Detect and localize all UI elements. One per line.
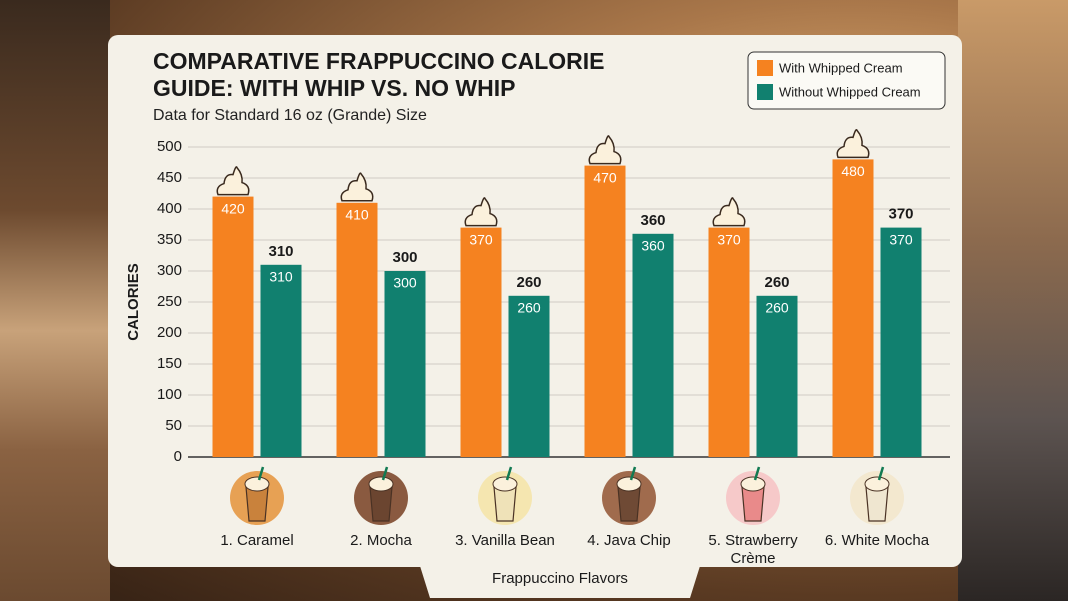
bar [584,165,626,457]
whipped-cream-icon [216,166,250,196]
drink-straw [381,466,389,481]
background-right [958,0,1068,601]
bar-top-label: 360 [640,212,665,229]
whipped-cream-icon [340,172,374,202]
bar [708,227,750,457]
bar-value-label: 480 [841,163,865,179]
bar [384,271,426,457]
x-tick-label: 3. Vanilla Bean [455,532,555,549]
y-tick-label: 300 [157,262,182,279]
drink-cup [741,486,765,522]
background-left [0,0,110,601]
bar-value-label: 260 [517,300,541,316]
y-tick-label: 50 [165,417,182,434]
y-tick-label: 350 [157,231,182,248]
cream-shape [836,128,870,159]
chart-subtitle: Data for Standard 16 oz (Grande) Size [153,107,427,124]
legend [747,51,946,110]
bar [336,202,378,457]
bar-value-label: 300 [393,275,417,291]
bar-value-label: 420 [221,200,245,216]
bar-value-label: 260 [765,300,789,316]
y-tick-label: 500 [157,138,182,155]
y-tick-label: 450 [157,169,182,186]
x-axis-label: Frappuccino Flavors [492,570,628,587]
bar-value-label: 470 [593,169,617,185]
bar [756,295,798,457]
cream-shape [712,197,746,227]
chart-title: COMPARATIVE FRAPPUCCINO CALORIE GUIDE: WI… [153,48,605,101]
legend-swatch [757,60,773,76]
bar-top-label: 370 [888,206,913,223]
drink-cup [493,486,517,522]
cream-shape [588,135,622,165]
y-tick-label: 200 [157,324,182,341]
whipped-cream-icon [836,128,870,159]
drink-cup [245,486,269,522]
drink-cup [369,486,393,522]
bar-value-label: 310 [269,269,293,285]
drink-cream [492,476,518,492]
cream-shape [340,172,374,202]
whipped-cream-icon [588,135,622,165]
bar [508,295,550,457]
whipped-cream-icon [712,197,746,227]
card-tab [420,566,700,598]
y-tick-label: 150 [157,355,182,372]
bar [880,227,922,457]
drink-cream [740,476,766,492]
bar-value-label: 360 [641,238,665,254]
y-tick-label: 400 [157,200,182,217]
x-tick-label: 4. Java Chip [587,532,671,549]
drink-cream [616,476,642,492]
bar [212,196,254,457]
x-tick-label: 1. Caramel [220,532,294,549]
y-axis-label: CALORIES [125,263,142,341]
y-tick-label: 250 [157,293,182,310]
drink-straw [629,466,637,481]
legend-swatch [757,84,773,100]
bar-top-label: 260 [764,274,789,291]
whipped-cream-icon [464,197,498,227]
drink-cream [864,476,890,492]
bar-top-label: 310 [268,243,293,260]
y-tick-label: 0 [174,448,182,465]
drink-straw [877,466,885,481]
drink-cup [865,486,889,522]
legend-label: Without Whipped Cream [779,84,921,99]
bar-value-label: 370 [469,231,493,247]
drink-cup [617,486,641,522]
bar-value-label: 370 [889,231,913,247]
drink-cream [244,476,270,492]
cream-shape [216,166,250,196]
bar-value-label: 370 [717,231,741,247]
x-tick-label: 2. Mocha [350,532,412,549]
x-tick-label: 6. White Mocha [824,532,930,549]
cream-shape [464,197,498,227]
bar [460,227,502,457]
x-tick-label: 5. Strawberry Crème [708,532,798,567]
drink-straw [257,466,265,481]
drink-cream [368,476,394,492]
drink-straw [753,466,761,481]
y-tick-label: 100 [157,386,182,403]
bar-value-label: 410 [345,207,369,223]
bar-top-label: 260 [516,274,541,291]
bar [632,233,674,457]
bar-top-label: 300 [392,249,417,266]
bar [832,159,874,457]
drink-straw [505,466,513,481]
bar [260,264,302,457]
legend-label: With Whipped Cream [779,60,903,75]
